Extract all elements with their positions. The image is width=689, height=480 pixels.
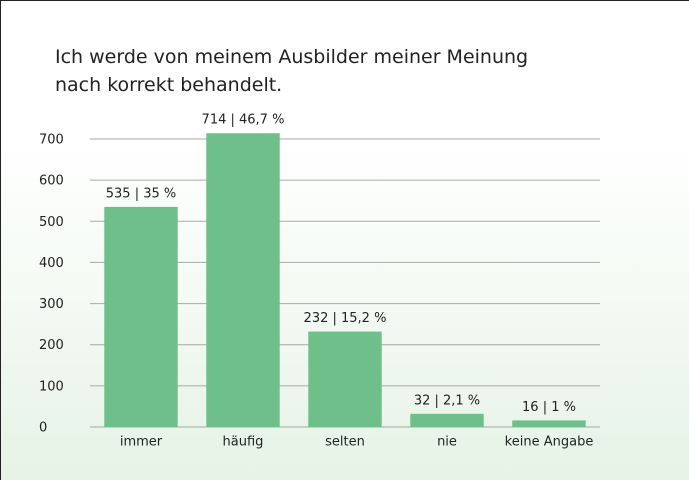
value-label: 32 | 2,1 % [414,393,480,408]
y-tick-label: 700 [39,133,64,148]
bar [104,206,178,427]
value-label: 232 | 15,2 % [304,311,387,326]
x-tick-label: nie [437,435,457,450]
x-tick-label: selten [325,435,365,450]
value-label: 535 | 35 % [106,186,176,201]
y-tick-label: 400 [39,256,64,271]
chart-title: Ich werde von meinem Ausbilder meiner Me… [55,46,529,96]
bar [308,331,382,427]
bar [512,420,586,427]
bar [206,133,280,428]
y-tick-label: 300 [39,297,64,312]
x-tick-label: häufig [223,435,264,450]
y-tick-label: 100 [39,379,64,394]
bar [410,413,484,427]
value-label: 714 | 46,7 % [202,113,285,128]
y-tick-label: 0 [39,421,47,436]
y-tick-label: 200 [39,338,64,353]
x-tick-label: immer [120,435,163,450]
x-tick-label: keine Angabe [505,435,594,450]
value-label: 16 | 1 % [522,400,576,415]
y-tick-label: 600 [39,174,64,189]
y-tick-label: 500 [39,215,64,230]
